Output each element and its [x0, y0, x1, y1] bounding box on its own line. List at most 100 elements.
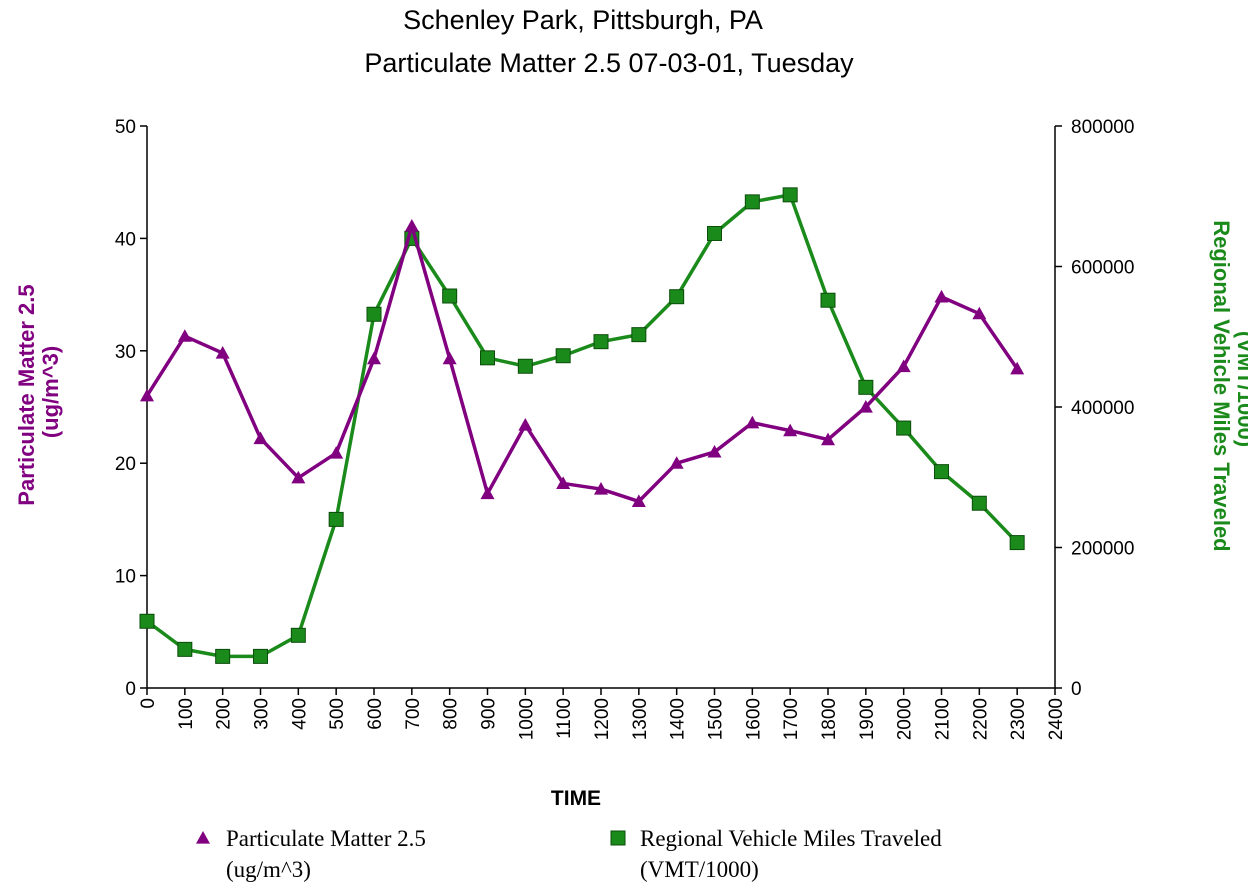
legend-label-pm25: Particulate Matter 2.5 (ug/m^3) [226, 826, 432, 882]
legend-label-pm25-line-1: Particulate Matter 2.5 [226, 826, 426, 851]
x-tick-label: 2000 [895, 698, 916, 740]
x-tick-label: 2100 [933, 698, 954, 740]
y-right-axis-title-line-1: Regional Vehicle Miles Traveled [1209, 220, 1234, 551]
x-tick-label: 500 [327, 698, 348, 730]
x-tick-label: 1900 [857, 698, 878, 740]
y-right-tick-label: 200000 [1071, 539, 1134, 560]
x-tick-label: 1700 [781, 698, 802, 740]
x-tick-label: 400 [289, 698, 310, 730]
data-point [291, 470, 306, 484]
y-right-axis-title: Regional Vehicle Miles Traveled (VMT/100… [1209, 220, 1248, 558]
x-tick-label: 900 [479, 698, 500, 730]
x-tick-label: 800 [441, 698, 462, 730]
y-right-tick-label: 400000 [1071, 398, 1134, 419]
data-point [820, 292, 836, 308]
data-point [707, 225, 722, 241]
data-point [367, 351, 381, 365]
y-left-tick-label: 30 [115, 342, 136, 363]
y-left-axis-title-line-2: (ug/m^3) [38, 346, 63, 438]
data-point [253, 431, 268, 445]
y-left-axis-title-line-1: Particulate Matter 2.5 [14, 284, 39, 505]
data-point [328, 511, 344, 527]
data-point [177, 329, 192, 342]
data-point [821, 432, 835, 446]
x-tick-label: 2400 [1046, 698, 1067, 740]
data-point [593, 334, 609, 350]
x-tick-label: 1400 [668, 698, 689, 740]
data-point [896, 420, 912, 436]
data-point [366, 306, 382, 322]
series-line [145, 224, 1019, 504]
data-point [858, 400, 873, 413]
y-right-axis-title-line-2: (VMT/1000) [1233, 331, 1248, 447]
x-tick-label: 1600 [743, 698, 764, 740]
data-point [177, 641, 193, 657]
y-right-tick-label: 600000 [1071, 258, 1134, 279]
data-point [215, 346, 230, 359]
y-right-tick-label: 0 [1071, 679, 1082, 700]
data-point [594, 482, 608, 495]
data-point [934, 289, 949, 303]
x-tick-label: 1500 [706, 698, 727, 740]
y-left-tick-label: 40 [115, 229, 136, 250]
x-tick-label: 600 [365, 698, 386, 730]
data-point [858, 379, 874, 395]
x-tick-label: 100 [176, 698, 197, 730]
x-tick-label: 1100 [554, 698, 575, 739]
data-point [556, 476, 571, 490]
data-point [139, 613, 155, 629]
series-line [145, 193, 1019, 659]
y-left-tick-label: 20 [115, 454, 136, 475]
data-point [329, 446, 344, 459]
x-tick-label: 1000 [516, 698, 537, 740]
data-point [442, 351, 457, 365]
legend-marker-pm25 [196, 831, 210, 844]
data-point [517, 358, 533, 374]
data-point [631, 327, 647, 343]
data-point [555, 348, 571, 364]
series-pm25 [140, 219, 1025, 508]
data-point [442, 288, 458, 304]
y-left-tick-label: 10 [115, 567, 136, 588]
data-point [140, 388, 154, 402]
data-point [1009, 535, 1025, 551]
chart-subtitle: Particulate Matter 2.5 07-03-01, Tuesday [364, 48, 854, 78]
x-tick-label: 1300 [630, 698, 651, 740]
y-left-tick-label: 50 [115, 117, 136, 138]
data-point [290, 627, 306, 643]
legend-label-vmt-line-1: Regional Vehicle Miles Traveled [640, 826, 942, 851]
data-point [631, 494, 646, 508]
data-point [1010, 361, 1025, 375]
legend-label-pm25-line-2: (ug/m^3) [226, 857, 311, 882]
legend-label-vmt: Regional Vehicle Miles Traveled (VMT/100… [640, 826, 947, 882]
legend-label-vmt-line-2: (VMT/1000) [640, 857, 759, 882]
y-left-tick-label: 0 [125, 679, 136, 700]
x-tick-label: 1200 [592, 698, 613, 740]
legend: Particulate Matter 2.5 (ug/m^3) Regional… [196, 826, 947, 882]
x-tick-label: 300 [252, 698, 273, 730]
data-point [707, 444, 722, 458]
x-tick-label: 2200 [970, 698, 991, 740]
y-left-axis-title: Particulate Matter 2.5 (ug/m^3) [14, 278, 63, 505]
x-tick-label: 700 [403, 698, 424, 730]
data-point [971, 495, 987, 511]
data-point [669, 456, 684, 469]
data-point [783, 423, 798, 437]
series-vmt [139, 187, 1025, 664]
x-tick-label: 1800 [819, 698, 840, 740]
data-point [404, 219, 419, 232]
data-point [253, 648, 268, 664]
legend-item-vmt: Regional Vehicle Miles Traveled (VMT/100… [610, 826, 947, 882]
data-point [744, 194, 760, 210]
data-point [782, 187, 798, 203]
legend-marker-vmt [610, 830, 626, 846]
data-point [745, 415, 760, 429]
data-point [669, 289, 685, 305]
x-axis-title: TIME [551, 787, 601, 810]
x-tick-label: 200 [214, 698, 235, 730]
x-tick-label: 2300 [1008, 698, 1029, 740]
data-point [518, 417, 533, 431]
x-tick-label: 0 [138, 698, 159, 709]
